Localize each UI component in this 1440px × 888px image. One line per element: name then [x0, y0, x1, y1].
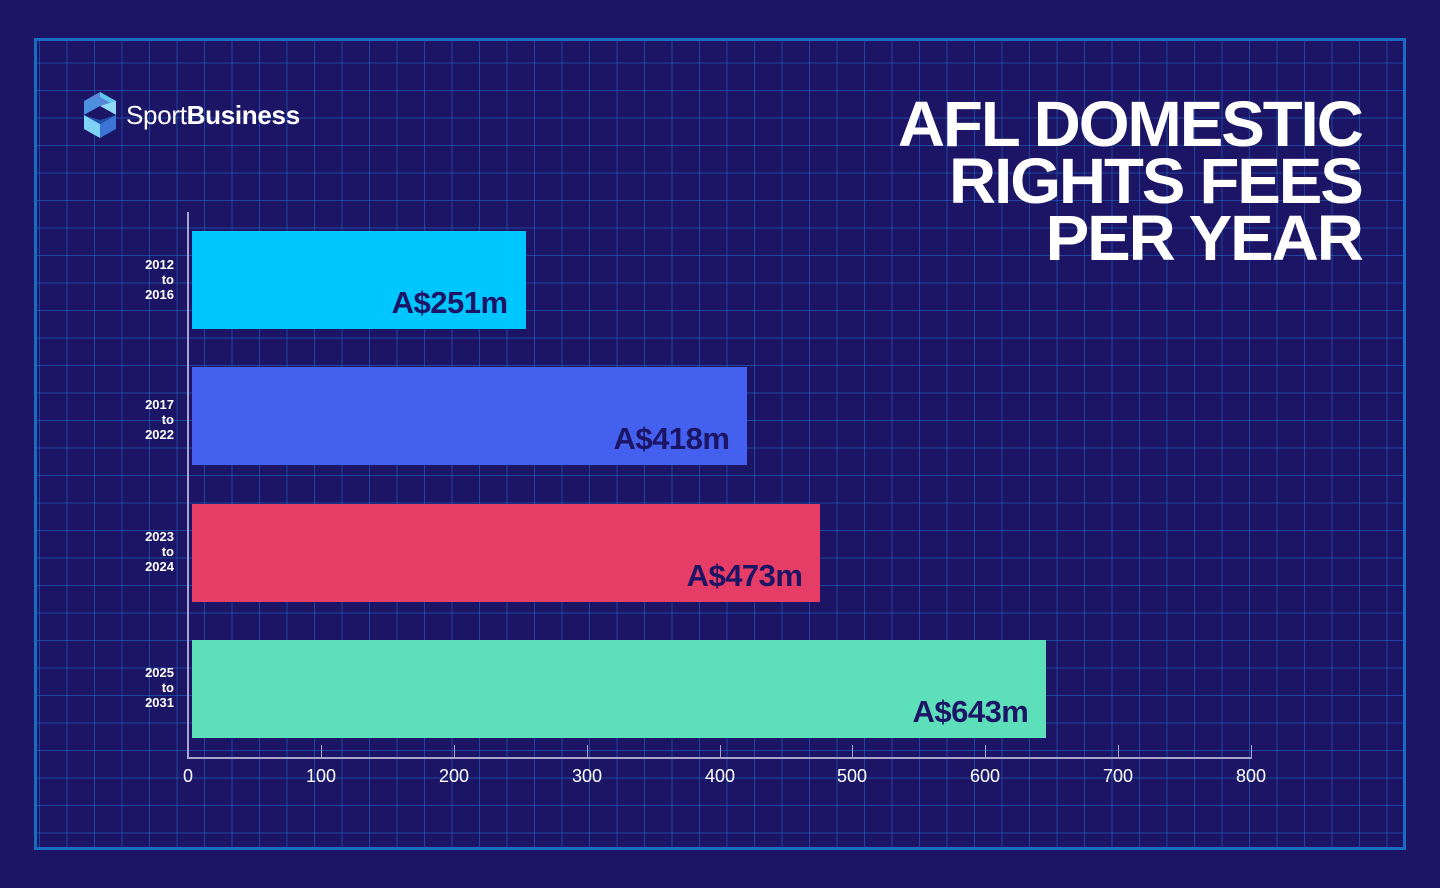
bar-2023-2024: A$473m: [192, 504, 821, 602]
bar-value-label: A$473m: [686, 558, 803, 593]
category-label: 2023 to 2024: [145, 529, 174, 574]
x-tick-label: 500: [836, 766, 868, 786]
sportbusiness-logo: SportBusiness: [84, 92, 300, 138]
x-tick-mark: [1251, 745, 1252, 758]
x-tick-label: 100: [305, 766, 337, 786]
category-label: 2025 to 2031: [145, 665, 174, 710]
x-tick-mark: [852, 745, 853, 758]
title-line-1: AFL DOMESTIC: [898, 88, 1364, 160]
chart-title: AFL DOMESTIC RIGHTS FEES PER YEAR: [898, 88, 1364, 274]
bar-2012-2016: A$251m: [192, 231, 526, 329]
category-label: 2017 to 2022: [145, 397, 174, 442]
x-tick-mark: [587, 745, 588, 758]
x-tick-mark: [454, 745, 455, 758]
x-tick-label: 200: [438, 766, 470, 786]
x-tick-label: 300: [571, 766, 603, 786]
title-line-3: PER YEAR: [1045, 202, 1364, 274]
x-tick-mark: [321, 745, 322, 758]
category-label: 2012 to 2016: [145, 257, 174, 302]
x-tick-mark: [985, 745, 986, 758]
bar-value-label: A$643m: [912, 694, 1029, 729]
x-tick-label: 700: [1102, 766, 1134, 786]
y-axis-line: [187, 212, 189, 759]
x-tick-label: 800: [1235, 766, 1267, 786]
bar-value-label: A$251m: [391, 285, 508, 320]
x-tick-mark: [720, 745, 721, 758]
x-tick-label: 600: [969, 766, 1001, 786]
brand-name: SportBusiness: [126, 99, 300, 130]
title-line-2: RIGHTS FEES: [949, 145, 1364, 217]
bar-value-label: A$418m: [613, 421, 730, 456]
sportbusiness-cube-icon: [84, 92, 116, 138]
bar-2025-2031: A$643m: [192, 640, 1047, 738]
x-tick-label: 0: [182, 766, 193, 786]
x-axis-line: [187, 757, 1252, 759]
bar-2017-2022: A$418m: [192, 367, 748, 465]
x-tick-mark: [1118, 745, 1119, 758]
x-tick-label: 400: [704, 766, 736, 786]
